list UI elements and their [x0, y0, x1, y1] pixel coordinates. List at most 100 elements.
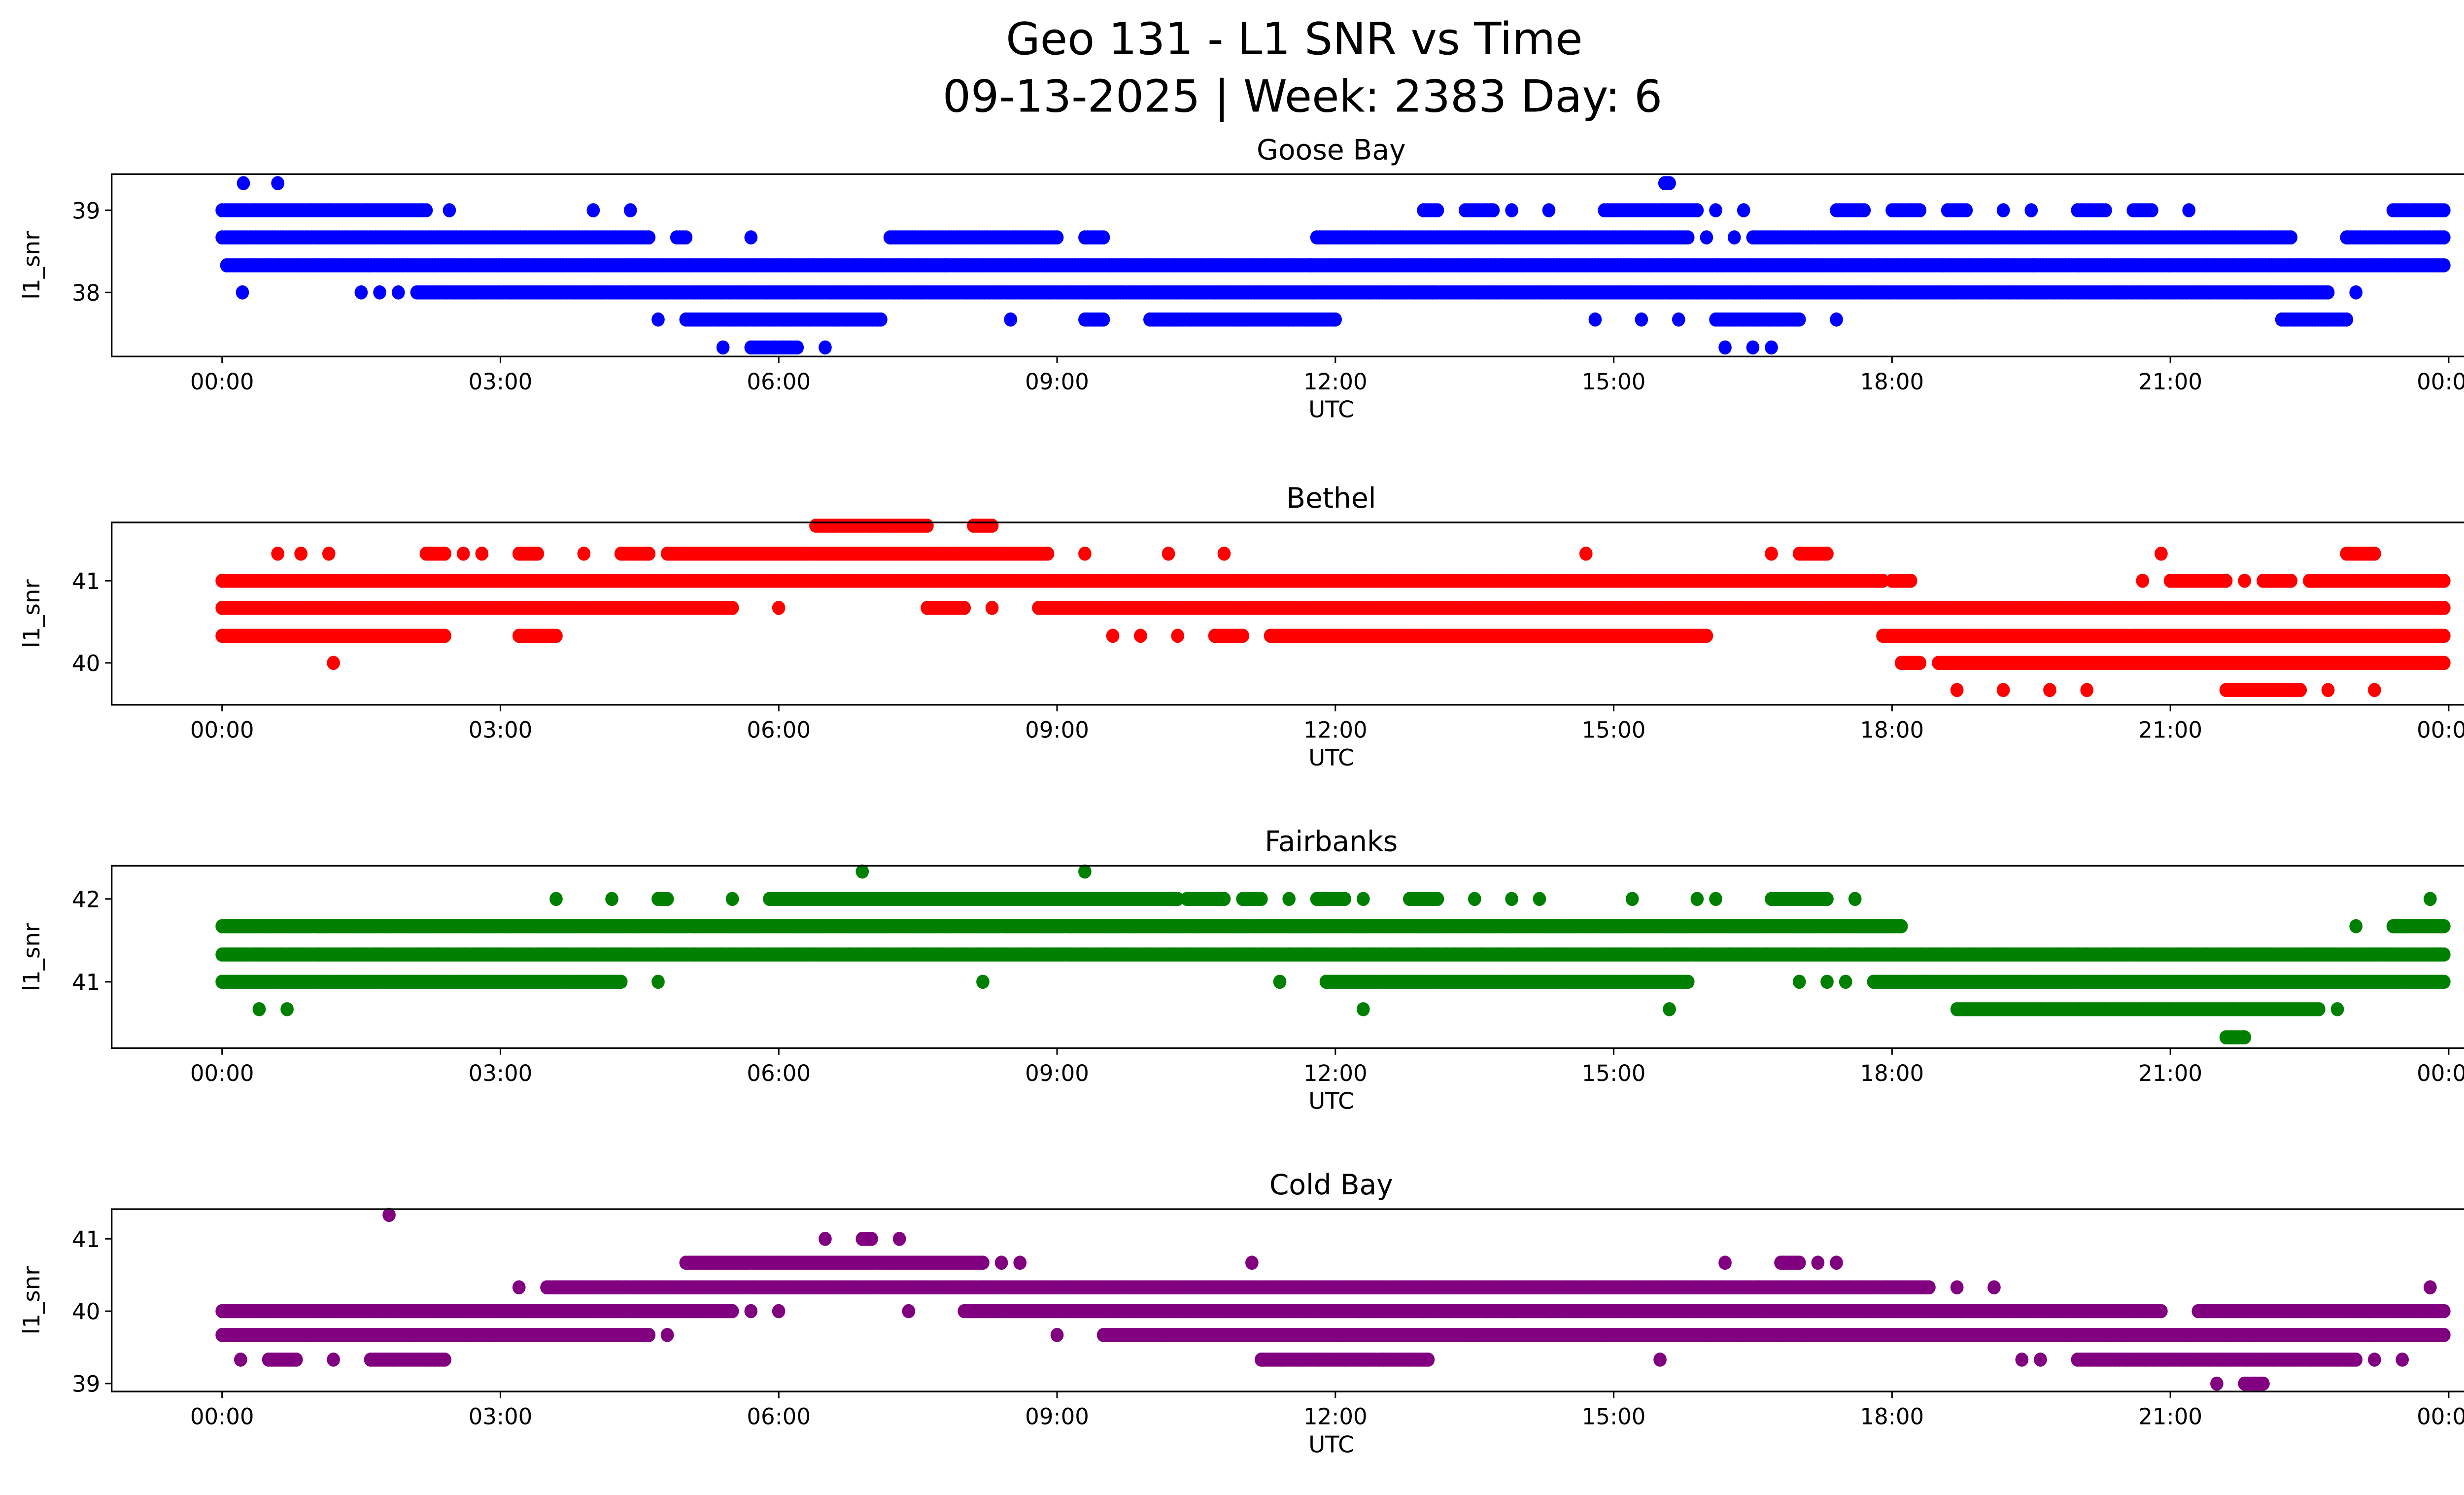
data-point: [271, 546, 284, 561]
data-point: [744, 230, 758, 244]
data-point: [438, 628, 451, 643]
data-point: [531, 546, 545, 561]
data-point: [237, 176, 250, 190]
data-point: [2437, 230, 2451, 244]
data-point: [322, 546, 336, 561]
data-point: [1830, 312, 1843, 327]
data-point: [2437, 573, 2451, 588]
data-point: [354, 285, 368, 300]
data-point: [2437, 656, 2451, 670]
x-tick-label: 09:00: [1025, 369, 1089, 395]
x-tick-label: 09:00: [1025, 717, 1089, 743]
data-point: [2136, 573, 2150, 588]
data-point: [1505, 203, 1518, 217]
data-point: [2284, 573, 2298, 588]
data-point: [642, 230, 656, 244]
data-point: [1078, 546, 1092, 561]
y-tick-label: 38: [72, 280, 100, 306]
data-point: [985, 600, 999, 615]
data-point: [2155, 546, 2168, 561]
data-point: [2368, 683, 2381, 697]
data-point: [2099, 203, 2112, 217]
data-point: [2293, 683, 2307, 697]
data-point: [1737, 203, 1750, 217]
data-point: [577, 546, 591, 561]
scatter-points: [215, 864, 2451, 1044]
data-point: [2437, 258, 2451, 273]
chart-title: Geo 131 - L1 SNR vs Time: [1006, 13, 1582, 65]
data-point: [1690, 203, 1704, 217]
x-tick-label: 12:00: [1303, 717, 1368, 743]
data-point: [2024, 203, 2038, 217]
data-point: [1913, 656, 1927, 670]
data-point: [1588, 312, 1602, 327]
data-point: [1820, 546, 1834, 561]
chart-subtitle: 09-13-2025 | Week: 2383 Day: 6: [943, 71, 1663, 123]
data-point: [294, 546, 308, 561]
data-point: [651, 312, 665, 327]
data-point: [1959, 203, 1973, 217]
y-tick-label: 41: [72, 568, 100, 594]
data-point: [1096, 312, 1110, 327]
data-point: [271, 176, 284, 190]
subplot-title: Fairbanks: [1265, 825, 1398, 858]
x-tick-label: 06:00: [747, 369, 811, 395]
data-point: [549, 892, 563, 906]
data-point: [1700, 230, 1713, 244]
data-point: [327, 656, 340, 670]
data-point: [1672, 312, 1685, 327]
data-point: [1727, 230, 1741, 244]
data-point: [1004, 312, 1018, 327]
x-tick-label: 21:00: [2138, 369, 2202, 395]
x-tick-label: 00:00: [190, 717, 254, 743]
scatter-points: [215, 519, 2451, 697]
data-point: [1431, 203, 1444, 217]
data-point: [2437, 628, 2451, 643]
data-point: [1236, 628, 1250, 643]
x-tick-label: 15:00: [1582, 717, 1646, 743]
data-point: [438, 546, 451, 561]
data-point: [985, 519, 999, 533]
data-point: [874, 312, 888, 327]
data-point: [1904, 573, 1917, 588]
x-axis-label: UTC: [1308, 397, 1354, 423]
data-point: [1635, 312, 1648, 327]
data-point: [2284, 230, 2298, 244]
data-point: [1950, 683, 1964, 697]
data-point: [2238, 573, 2252, 588]
data-point: [679, 230, 693, 244]
data-point: [236, 285, 249, 300]
x-axis-label: UTC: [1308, 745, 1354, 771]
subplot-title: Goose Bay: [1257, 134, 1406, 166]
subplot-title: Bethel: [1286, 482, 1376, 515]
data-point: [1857, 203, 1871, 217]
data-point: [725, 892, 739, 906]
data-point: [605, 892, 618, 906]
data-point: [373, 285, 386, 300]
data-point: [958, 600, 971, 615]
data-point: [716, 340, 730, 355]
data-point: [642, 546, 656, 561]
data-point: [2321, 683, 2335, 697]
data-point: [1329, 312, 1342, 327]
data-point: [1746, 340, 1760, 355]
data-point: [819, 340, 832, 355]
data-point: [1162, 546, 1175, 561]
data-point: [1913, 203, 1927, 217]
data-point: [2437, 600, 2451, 615]
data-point: [586, 203, 600, 217]
data-point: [2437, 203, 2451, 217]
x-tick-label: 00:00: [2417, 717, 2464, 743]
data-point: [1663, 176, 1676, 190]
data-point: [1096, 230, 1110, 244]
x-tick-label: 12:00: [1303, 369, 1368, 395]
data-point: [1486, 203, 1500, 217]
data-point: [2321, 285, 2335, 300]
data-point: [2182, 203, 2196, 217]
data-point: [2145, 203, 2158, 217]
scatter-points: [215, 176, 2451, 355]
x-tick-label: 03:00: [469, 369, 533, 395]
x-tick-label: 15:00: [1582, 369, 1646, 395]
data-point: [2340, 312, 2354, 327]
